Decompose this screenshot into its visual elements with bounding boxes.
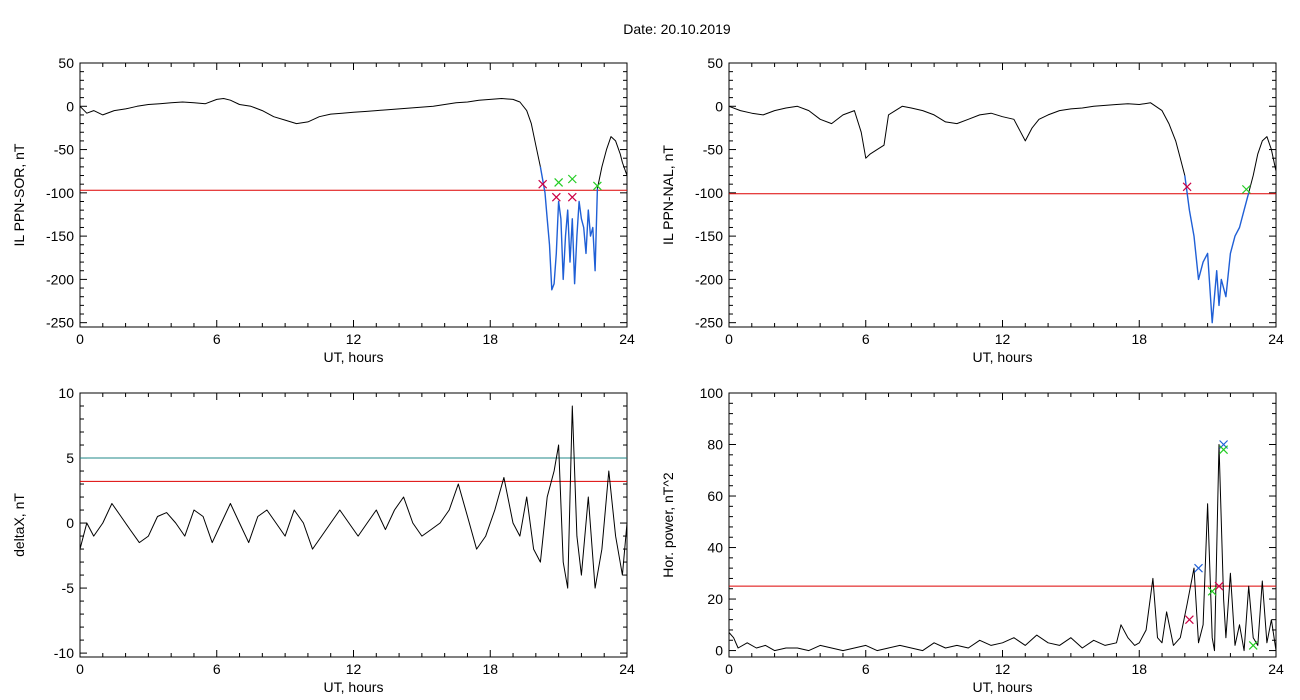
x-tick-label: 12 — [346, 661, 362, 677]
event-marker — [1248, 640, 1258, 650]
x-tick-label: 0 — [725, 661, 733, 677]
y-tick-label: 40 — [707, 540, 723, 556]
y-tick-label: -50 — [54, 142, 74, 158]
event-marker — [567, 174, 577, 184]
y-tick-label: 20 — [707, 591, 723, 607]
series-line — [728, 444, 1277, 652]
event-marker — [1219, 445, 1229, 455]
panel-ppn-sor: 0 6 12 18 24 50 0 -50 -100 -150 -200 -250 UT, hours I… — [11, 55, 635, 365]
series-line — [79, 98, 541, 168]
x-tick-label: 6 — [213, 661, 221, 677]
x-tick-label: 18 — [482, 661, 498, 677]
x-tick-label: 0 — [725, 331, 733, 347]
event-marker — [1214, 581, 1224, 591]
x-tick-label: 0 — [76, 331, 84, 347]
event-marker — [1184, 615, 1194, 625]
x-tick-label: 18 — [482, 331, 498, 347]
event-marker — [551, 192, 561, 202]
series-line — [728, 102, 1186, 176]
event-marker — [567, 192, 577, 202]
plot-frame — [79, 392, 628, 658]
x-tick-label: 24 — [619, 331, 635, 347]
y-tick-label: 80 — [707, 437, 723, 453]
x-tick-label: 0 — [76, 661, 84, 677]
event-marker — [538, 179, 548, 189]
y-tick-label: 5 — [66, 450, 74, 466]
y-tick-label: -100 — [46, 185, 74, 201]
series-line — [79, 405, 628, 589]
series-line — [596, 136, 628, 189]
x-tick-label: 18 — [1131, 331, 1147, 347]
x-tick-label: 18 — [1131, 661, 1147, 677]
x-tick-label: 12 — [995, 661, 1011, 677]
panel-deltax: 0 6 12 18 24 10 5 0 -5 -10 UT, hours deltaX, nT — [11, 385, 635, 695]
x-axis-label: UT, hours — [324, 349, 384, 365]
y-tick-label: -5 — [62, 580, 75, 596]
y-tick-label: -50 — [703, 142, 723, 158]
y-tick-label: -150 — [46, 228, 74, 244]
plot-frame — [728, 62, 1277, 328]
y-tick-label: 100 — [700, 385, 724, 401]
x-axis-label: UT, hours — [324, 679, 384, 695]
panel-hor-power: 0 6 12 18 24 100 80 60 40 20 0 UT, hours Hor. power,… — [660, 385, 1284, 695]
x-axis-label: UT, hours — [973, 349, 1033, 365]
x-tick-label: 24 — [1268, 331, 1284, 347]
y-tick-label: 60 — [707, 488, 723, 504]
event-marker — [1207, 586, 1217, 596]
y-axis-label: IL PPN-SOR, nT — [11, 143, 27, 246]
x-tick-label: 12 — [995, 331, 1011, 347]
x-tick-label: 12 — [346, 331, 362, 347]
plot-frame — [728, 392, 1277, 658]
x-axis-label: UT, hours — [973, 679, 1033, 695]
y-tick-label: 0 — [715, 98, 723, 114]
y-axis-label: deltaX, nT — [11, 493, 27, 557]
y-tick-label: 50 — [58, 55, 74, 71]
figure-title: Date: 20.10.2019 — [623, 21, 731, 37]
panel-ppn-nal: 0 6 12 18 24 50 0 -50 -100 -150 -200 -250 UT, hours I… — [660, 55, 1284, 365]
y-tick-label: 0 — [715, 643, 723, 659]
event-marker — [1194, 563, 1203, 573]
series-line — [1248, 136, 1277, 193]
event-marker — [592, 181, 602, 191]
x-tick-label: 6 — [213, 331, 221, 347]
y-tick-label: 10 — [58, 385, 74, 401]
event-marker — [1182, 182, 1192, 192]
event-marker — [554, 178, 564, 187]
x-tick-label: 24 — [1268, 661, 1284, 677]
x-tick-label: 6 — [862, 661, 870, 677]
y-tick-label: -200 — [695, 271, 723, 287]
y-tick-label: -250 — [46, 315, 74, 331]
y-tick-label: 0 — [66, 98, 74, 114]
y-tick-label: 0 — [66, 515, 74, 531]
y-tick-label: -250 — [695, 315, 723, 331]
x-tick-label: 24 — [619, 661, 635, 677]
y-tick-label: -200 — [46, 271, 74, 287]
series-line — [539, 166, 599, 291]
x-tick-label: 6 — [862, 331, 870, 347]
y-axis-label: Hor. power, nT^2 — [660, 472, 676, 578]
series-line — [1184, 175, 1250, 324]
event-marker — [1241, 184, 1251, 194]
y-tick-label: -10 — [54, 645, 74, 661]
y-tick-label: -100 — [695, 185, 723, 201]
y-tick-label: -150 — [695, 228, 723, 244]
y-axis-label: IL PPN-NAL, nT — [660, 145, 676, 245]
y-tick-label: 50 — [707, 55, 723, 71]
